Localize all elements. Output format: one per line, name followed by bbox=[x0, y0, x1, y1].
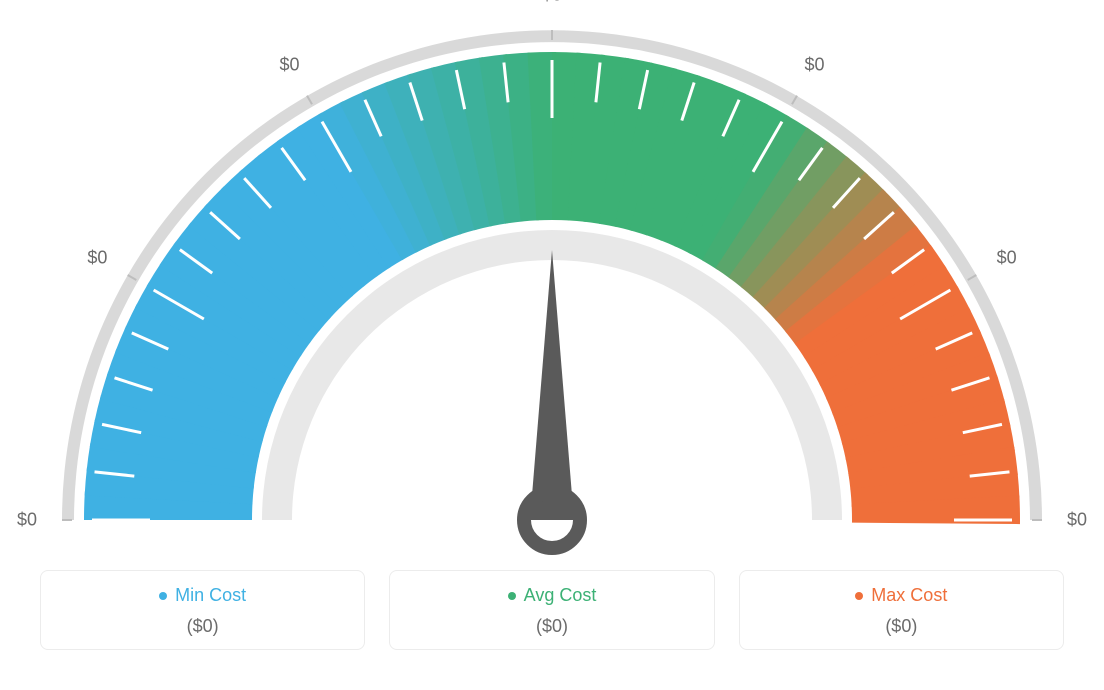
legend-dot-max bbox=[855, 592, 863, 600]
legend-dot-min bbox=[159, 592, 167, 600]
legend-value-max: ($0) bbox=[740, 616, 1063, 637]
gauge-tick-label: $0 bbox=[17, 510, 37, 531]
legend-row: Min Cost ($0) Avg Cost ($0) Max Cost ($0… bbox=[0, 570, 1104, 650]
gauge-svg bbox=[0, 0, 1104, 560]
legend-text-avg: Avg Cost bbox=[524, 585, 597, 606]
legend-value-min: ($0) bbox=[41, 616, 364, 637]
legend-value-avg: ($0) bbox=[390, 616, 713, 637]
legend-text-min: Min Cost bbox=[175, 585, 246, 606]
gauge-tick-label: $0 bbox=[1067, 510, 1087, 531]
legend-label-min: Min Cost bbox=[159, 585, 246, 606]
gauge-chart: $0 $0 $0 $0 $0 $0 $0 bbox=[0, 0, 1104, 560]
legend-card-max: Max Cost ($0) bbox=[739, 570, 1064, 650]
legend-dot-avg bbox=[508, 592, 516, 600]
gauge-tick-label: $0 bbox=[804, 55, 824, 76]
gauge-tick-label: $0 bbox=[542, 0, 562, 6]
gauge-tick-label: $0 bbox=[997, 247, 1017, 268]
legend-text-max: Max Cost bbox=[871, 585, 947, 606]
legend-label-max: Max Cost bbox=[855, 585, 947, 606]
legend-card-avg: Avg Cost ($0) bbox=[389, 570, 714, 650]
legend-card-min: Min Cost ($0) bbox=[40, 570, 365, 650]
legend-label-avg: Avg Cost bbox=[508, 585, 597, 606]
gauge-tick-label: $0 bbox=[87, 247, 107, 268]
gauge-tick-label: $0 bbox=[279, 55, 299, 76]
